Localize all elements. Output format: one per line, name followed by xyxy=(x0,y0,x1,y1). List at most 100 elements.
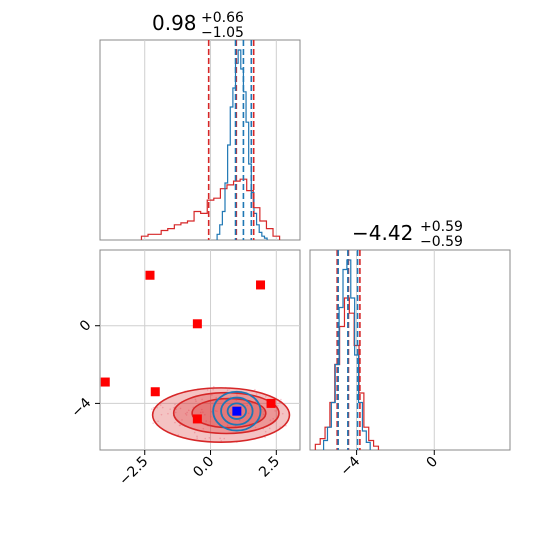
contour-level-3 xyxy=(212,390,262,432)
background-sample xyxy=(209,420,212,423)
bottom-left-contours xyxy=(151,385,291,444)
background-sample xyxy=(196,437,198,439)
background-sample xyxy=(201,398,203,401)
background-sample xyxy=(219,437,221,440)
contour-level-4 xyxy=(220,396,254,426)
top-left-histograms xyxy=(140,49,281,240)
background-sample xyxy=(199,411,202,414)
background-sample xyxy=(205,420,207,422)
background-sample xyxy=(264,395,267,398)
bottom-right-title-value: −4.42 xyxy=(352,221,413,245)
histogram-series-0 xyxy=(314,297,380,450)
background-sample xyxy=(274,410,276,412)
red-marker xyxy=(145,270,155,280)
background-sample xyxy=(204,437,207,440)
histogram-series-1 xyxy=(216,49,268,240)
background-sample xyxy=(179,407,182,410)
background-sample xyxy=(174,411,177,414)
background-sample xyxy=(254,426,257,429)
background-sample xyxy=(206,389,209,391)
background-sample xyxy=(238,419,241,422)
background-sample xyxy=(261,408,263,411)
background-sample xyxy=(175,408,177,410)
background-sample xyxy=(195,400,197,403)
bottom-right-quantile-lines xyxy=(336,250,361,450)
background-sample xyxy=(264,430,267,433)
top-left-title-minus: −1.05 xyxy=(201,25,244,41)
background-sample xyxy=(157,420,159,422)
x-tick-label: −4 xyxy=(338,453,364,479)
x-tick-label: 2.5 xyxy=(256,454,283,481)
background-sample xyxy=(272,417,275,420)
background-sample xyxy=(156,406,158,409)
background-sample xyxy=(210,410,213,413)
background-sample xyxy=(280,398,282,401)
background-sample xyxy=(159,404,162,406)
background-sample xyxy=(246,404,249,407)
background-sample xyxy=(202,427,205,430)
background-sample xyxy=(174,403,176,406)
background-sample xyxy=(169,408,171,410)
background-sample xyxy=(279,426,281,428)
red-marker xyxy=(192,414,202,424)
background-sample xyxy=(229,412,231,414)
background-sample xyxy=(209,415,212,418)
bottom-right-panel: −4 0 xyxy=(309,249,511,479)
background-sample xyxy=(269,419,272,422)
bottom-right-title-plus: +0.59 xyxy=(420,219,463,235)
background-sample xyxy=(262,413,265,416)
background-sample xyxy=(223,437,226,440)
background-sample xyxy=(187,409,190,412)
x-tick-label: 0 xyxy=(423,454,441,472)
background-sample xyxy=(212,385,215,388)
histogram-series-0 xyxy=(140,178,281,240)
background-sample xyxy=(212,388,214,391)
y-tick-label: −4 xyxy=(69,395,95,421)
histogram-series-1 xyxy=(322,259,371,450)
y-tick-label: 0 xyxy=(77,317,95,335)
background-sample xyxy=(193,431,196,434)
red-marker xyxy=(150,387,160,397)
top-left-panel xyxy=(99,39,301,241)
background-sample xyxy=(226,389,229,391)
top-left-panel-frame xyxy=(99,39,301,241)
background-sample xyxy=(247,412,250,415)
red-marker xyxy=(256,280,266,290)
background-sample xyxy=(255,393,258,395)
contour-level-5 xyxy=(226,402,247,420)
background-sample xyxy=(202,411,204,413)
background-sample xyxy=(277,404,279,407)
background-sample xyxy=(226,424,229,427)
background-sample xyxy=(184,412,187,415)
background-sample xyxy=(236,394,238,396)
top-left-title: 0.98 +0.66 −1.05 xyxy=(152,10,244,41)
top-left-grid xyxy=(144,40,277,240)
background-sample xyxy=(208,437,211,439)
background-sample xyxy=(181,419,183,421)
background-sample xyxy=(167,412,169,415)
bottom-left-points xyxy=(100,270,276,424)
background-sample xyxy=(151,408,153,410)
blue-marker xyxy=(232,406,242,416)
background-sample xyxy=(174,421,176,424)
background-sample xyxy=(186,411,188,414)
bottom-right-histograms xyxy=(314,259,380,450)
red-marker xyxy=(100,377,110,387)
background-sample xyxy=(216,410,218,412)
bottom-left-panel: −2.5 0.0 2.5 0 −4 xyxy=(69,249,301,489)
top-left-title-plus: +0.66 xyxy=(201,10,244,26)
top-left-title-value: 0.98 xyxy=(152,11,197,35)
background-sample xyxy=(211,394,213,396)
bottom-right-title-minus: −0.59 xyxy=(420,234,463,250)
background-sample xyxy=(268,427,271,430)
background-sample xyxy=(220,440,223,442)
background-sample xyxy=(196,435,198,438)
background-sample xyxy=(162,406,164,409)
background-sample xyxy=(254,388,256,391)
x-tick-label: −2.5 xyxy=(116,454,151,489)
background-sample xyxy=(160,413,163,416)
red-marker xyxy=(192,319,202,329)
background-sample xyxy=(235,399,238,402)
background-sample xyxy=(185,414,188,416)
